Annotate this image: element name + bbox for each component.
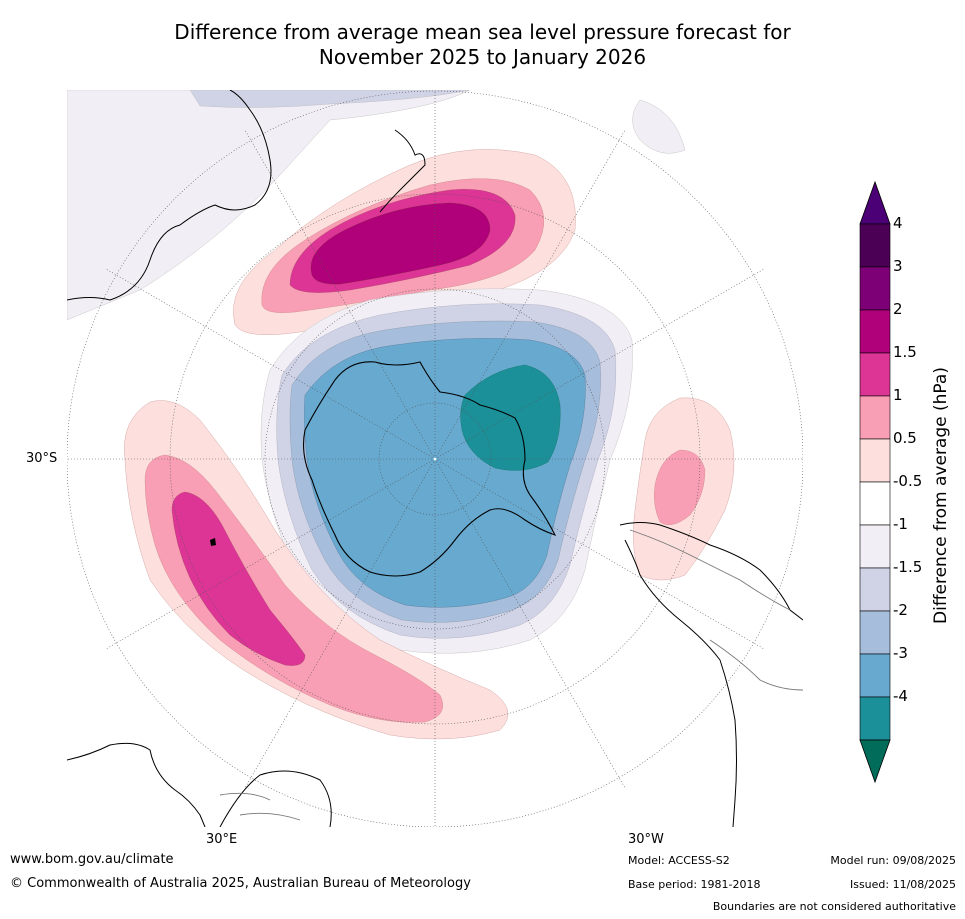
anomaly-area-antarctic-3 (460, 364, 561, 471)
colorbar-boxes (859, 223, 891, 741)
africa-borders (219, 792, 301, 821)
anomaly-area-aus-light2 (189, 90, 471, 108)
latitude-label-30s: 30°S (26, 451, 58, 466)
colorbar-tick-label: -2 (893, 601, 908, 619)
colorbar-tick-label: 2 (893, 300, 903, 318)
colorbar-arrow-top (859, 180, 891, 225)
longitude-label-30w: 30°W (628, 832, 664, 847)
south-america-borders (629, 529, 803, 691)
base-period-text: Base period: 1981-2018 (628, 878, 761, 891)
south-pole-marker (433, 457, 437, 461)
colorbar-box (859, 610, 891, 655)
model-run-text: Model run: 09/08/2025 (830, 854, 956, 867)
colorbar-tick-label: -3 (893, 644, 908, 662)
colorbar-title: Difference from average (hPa) (931, 367, 951, 624)
disclaimer-text: Boundaries are not considered authoritat… (712, 900, 956, 913)
colorbar-arrow-bottom (859, 739, 891, 784)
website-link[interactable]: www.bom.gov.au/climate (10, 852, 174, 867)
colorbar-tick-label: 4 (893, 214, 903, 232)
colorbar-tick-label: -1 (893, 515, 908, 533)
colorbar-tick-label: 1.5 (893, 343, 917, 361)
anomaly-area-indian-15 (171, 491, 306, 666)
colorbar-box (859, 266, 891, 311)
colorbar-tick-label: -4 (893, 687, 908, 705)
new-zealand-coastline (379, 129, 426, 213)
anomaly-area-aus-light (67, 90, 471, 321)
title-line-2: November 2025 to January 2026 (318, 45, 647, 69)
antarctica-coastline (303, 361, 557, 577)
colorbar-box (859, 567, 891, 612)
longitude-label-30e: 30°E (206, 832, 238, 847)
colorbar-tick-label: 3 (893, 257, 903, 275)
anomaly-area-atlantic-1 (653, 449, 706, 525)
colorbar (859, 180, 891, 784)
colorbar-box (859, 696, 891, 741)
colorbar-box (859, 395, 891, 440)
australia-coastline (67, 90, 272, 301)
south-america-coastline (619, 522, 803, 621)
title-line-1: Difference from average mean sea level p… (174, 20, 791, 44)
anomaly-area-upper-right (632, 99, 686, 154)
island (210, 538, 216, 546)
colorbar-tick-label: -1.5 (893, 558, 923, 576)
anomaly-area-indian-05 (124, 400, 509, 740)
meridian-lines (67, 90, 803, 827)
colorbar-tick-label: 1 (893, 386, 903, 404)
colorbar-box (859, 481, 891, 526)
colorbar-tick-label: -0.5 (893, 472, 923, 490)
colorbar-box (859, 309, 891, 354)
colorbar-tick-label: 0.5 (893, 429, 917, 447)
issued-text: Issued: 11/08/2025 (849, 878, 956, 891)
colorbar-box (859, 352, 891, 397)
model-text: Model: ACCESS-S2 (628, 854, 730, 867)
copyright-text: © Commonwealth of Australia 2025, Austra… (10, 876, 471, 891)
south-america-coast-2 (624, 539, 737, 827)
anomaly-area-nz-2 (310, 202, 491, 285)
africa-coastline (67, 742, 332, 827)
colorbar-box (859, 653, 891, 698)
map-title: Difference from average mean sea level p… (0, 20, 965, 70)
colorbar-box (859, 524, 891, 569)
colorbar-box (859, 223, 891, 268)
colorbar-box (859, 438, 891, 483)
